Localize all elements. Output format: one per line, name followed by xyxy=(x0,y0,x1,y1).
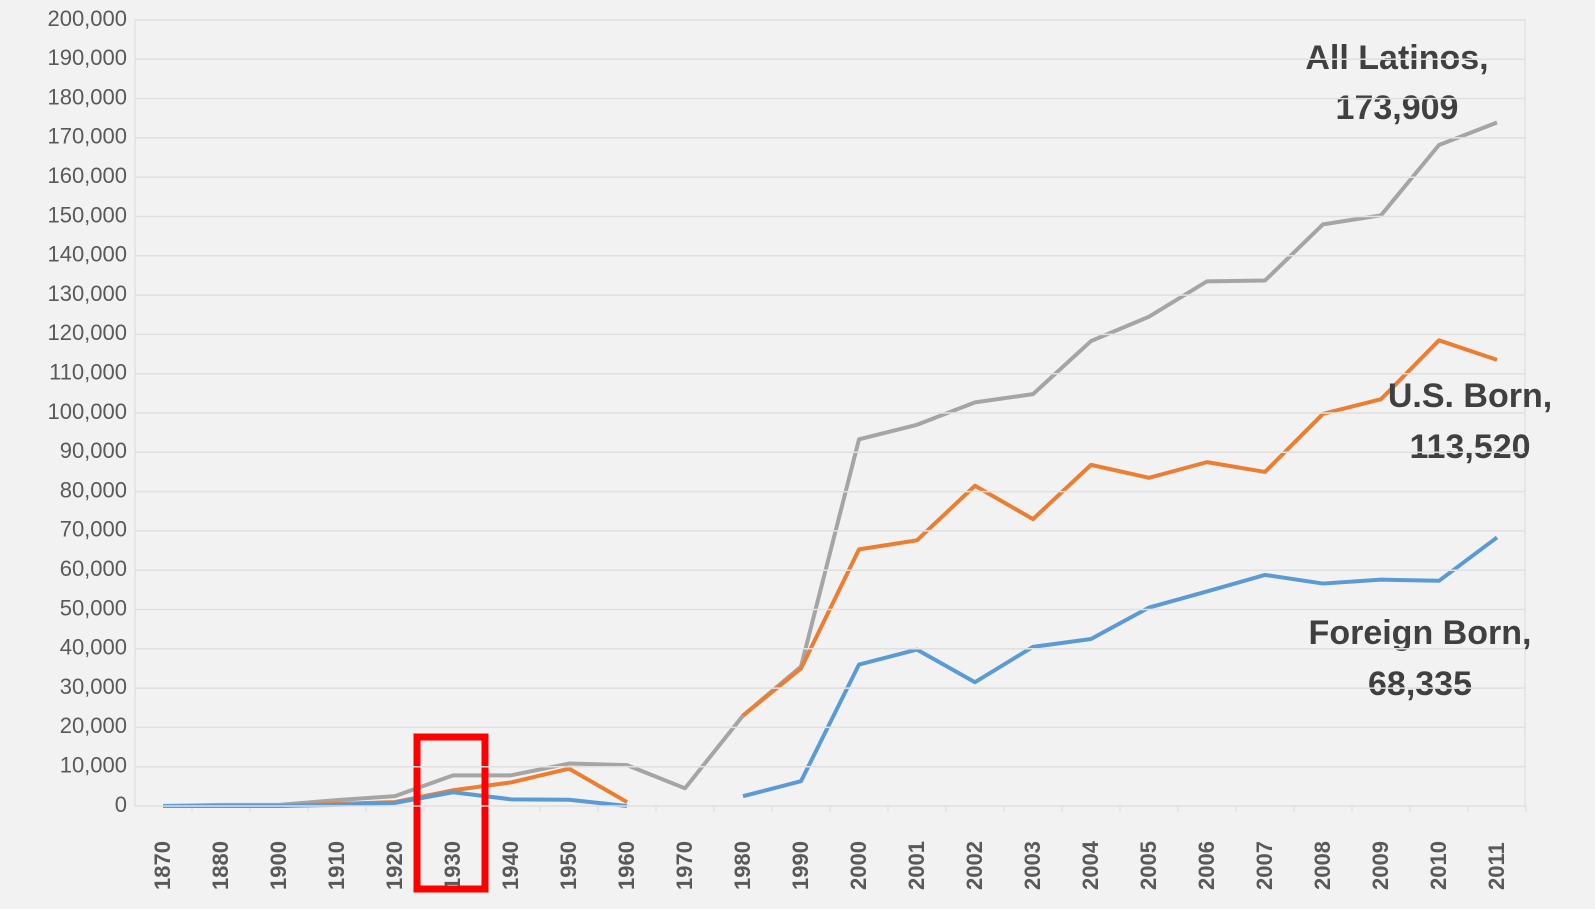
x-tick-label: 1940 xyxy=(498,841,523,890)
y-tick-label: 180,000 xyxy=(47,84,127,109)
x-tick-label: 2006 xyxy=(1194,841,1219,890)
y-tick-label: 130,000 xyxy=(47,281,127,306)
y-tick-label: 150,000 xyxy=(47,202,127,227)
x-tick-label: 1930 xyxy=(440,841,465,890)
annotation: U.S. Born, xyxy=(1388,377,1552,415)
y-tick-label: 50,000 xyxy=(60,595,127,620)
line xyxy=(162,120,1498,808)
x-tick-label: 2000 xyxy=(846,841,871,890)
x-tick-label: 1950 xyxy=(556,841,581,890)
y-tick-label: 60,000 xyxy=(60,556,127,581)
y-tick-label: 90,000 xyxy=(60,438,127,463)
x-tick-label: 1880 xyxy=(208,841,233,890)
y-tick-label: 100,000 xyxy=(47,399,127,424)
annotation: 68,335 xyxy=(1368,665,1472,703)
y-tick-label: 160,000 xyxy=(47,163,127,188)
y-tick-label: 170,000 xyxy=(47,124,127,149)
x-tick-label: 1970 xyxy=(672,841,697,890)
x-tick-label: 2010 xyxy=(1426,841,1451,890)
y-tick-label: 40,000 xyxy=(60,635,127,660)
annotation: Foreign Born, xyxy=(1309,614,1532,652)
x-tick-label: 1920 xyxy=(382,841,407,890)
y-tick-label: 200,000 xyxy=(47,6,127,31)
x-tick-label: 2003 xyxy=(1020,841,1045,890)
y-tick-label: 10,000 xyxy=(60,753,127,778)
x-tick-label: 1870 xyxy=(150,841,175,890)
x-tick-label: 2002 xyxy=(962,841,987,890)
x-tick-label: 2011 xyxy=(1484,842,1509,890)
y-tick-label: 30,000 xyxy=(60,674,127,699)
annotation: All Latinos, xyxy=(1305,39,1488,77)
y-tick-label: 120,000 xyxy=(47,320,127,345)
x-tick-label: 1900 xyxy=(266,841,291,890)
x-tick-label: 2005 xyxy=(1136,841,1161,890)
x-tick-label: 2001 xyxy=(904,841,929,890)
x-tick-label: 1980 xyxy=(730,841,755,890)
x-tick-label: 2004 xyxy=(1078,840,1103,890)
annotations: All Latinos, 173,909 U.S. Born, 113,520 … xyxy=(135,19,1552,807)
x-tick-label: 2009 xyxy=(1368,841,1393,890)
annotation: 173,909 xyxy=(1336,89,1459,127)
y-tick-label: 190,000 xyxy=(47,45,127,70)
y-tick-label: 140,000 xyxy=(47,242,127,267)
x-tick-label: 2007 xyxy=(1252,841,1277,890)
highlight-box xyxy=(413,733,489,893)
y-tick-label: 70,000 xyxy=(60,517,127,542)
annotation: 113,520 xyxy=(1409,428,1530,466)
y-tick-label: 0 xyxy=(115,792,127,817)
x-tick-label: 1990 xyxy=(788,841,813,890)
x-tick-label: 1910 xyxy=(324,841,349,890)
x-tick-label: 2008 xyxy=(1310,841,1335,890)
y-tick-label: 20,000 xyxy=(60,713,127,738)
y-tick-label: 110,000 xyxy=(49,360,127,385)
x-tick-label: 1960 xyxy=(614,841,639,890)
y-tick-label: 80,000 xyxy=(60,477,127,502)
